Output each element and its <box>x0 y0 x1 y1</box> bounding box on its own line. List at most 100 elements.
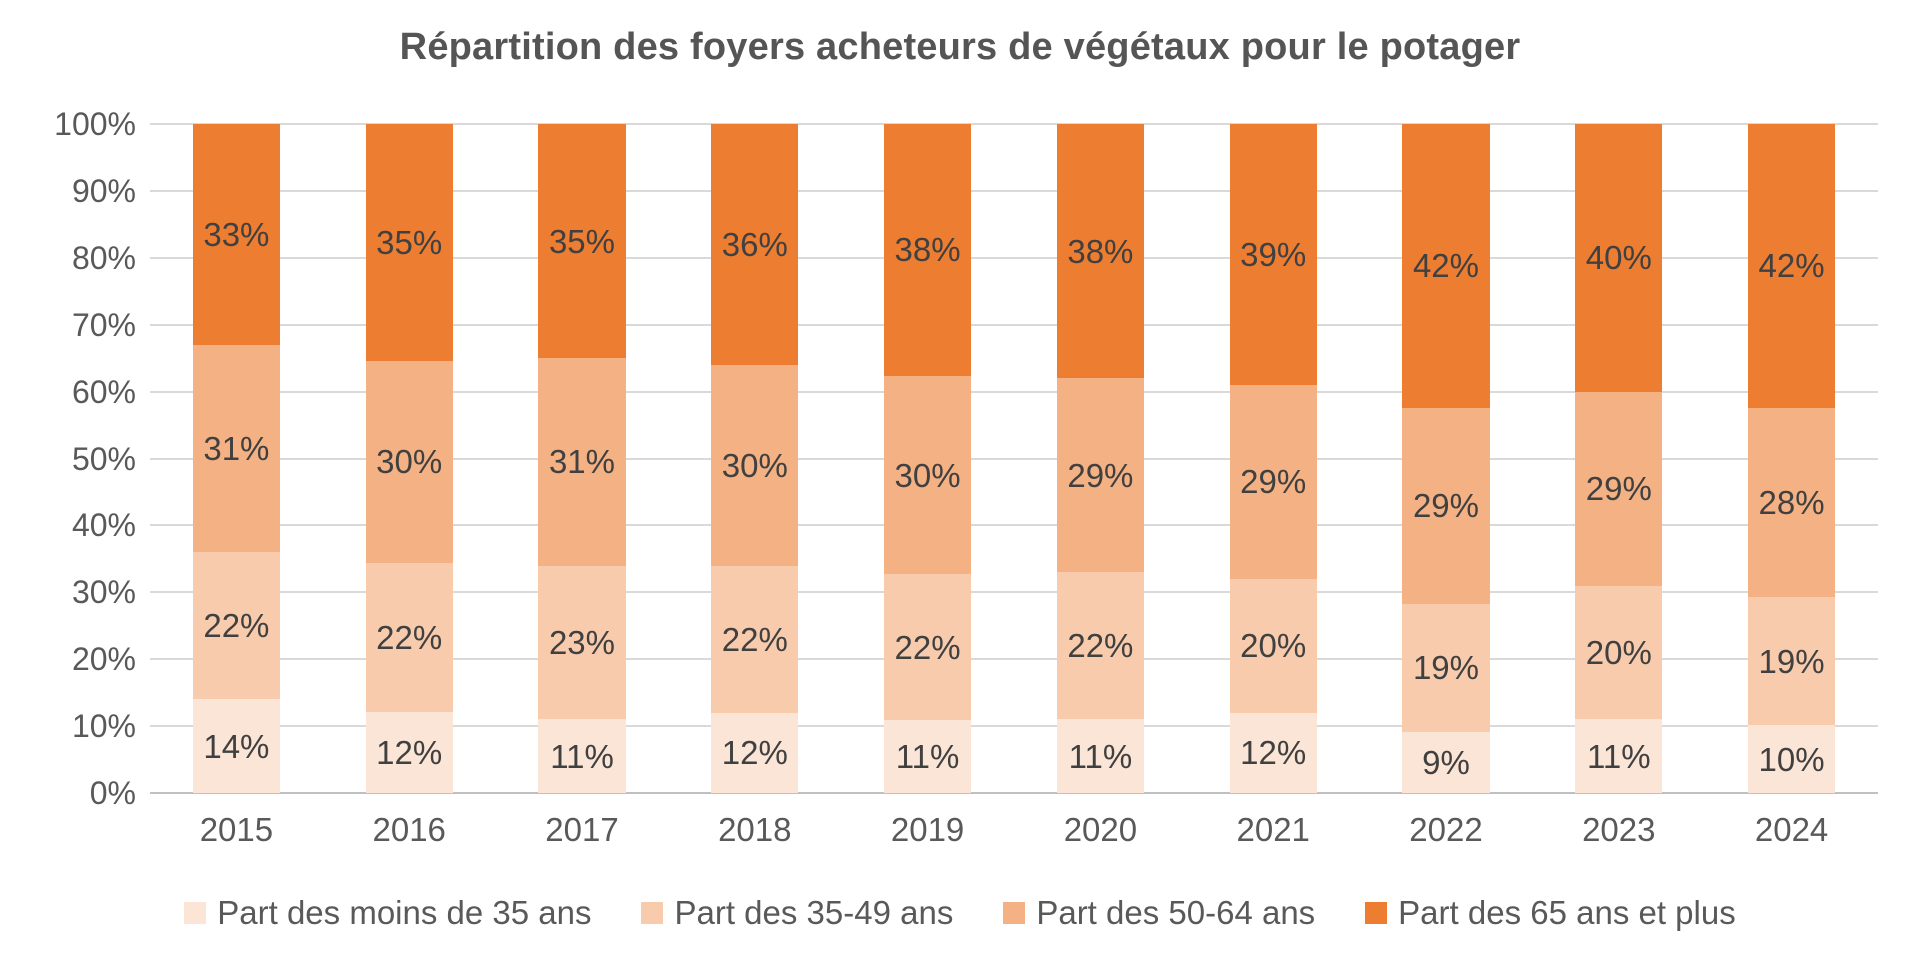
bar-segment-2023-part-des-50-64-ans: 29% <box>1575 391 1663 586</box>
bar-2019: 11% 22% 30% 38% <box>884 124 972 793</box>
data-label: 11% <box>1586 737 1651 775</box>
bar-segment-2016-part-des-65-ans-et-plus: 35% <box>365 124 453 361</box>
data-label: 30% <box>894 456 961 494</box>
gridline-80 <box>150 256 1878 259</box>
bar-2022: 9% 19% 29% 42% <box>1402 124 1490 793</box>
bar-segment-2021-part-des-35-49-ans: 20% <box>1229 578 1317 713</box>
data-label: 31% <box>548 443 616 481</box>
legend-label: Part des 50-64 ans <box>1036 894 1316 931</box>
data-label: 12% <box>376 733 443 771</box>
bar-segment-2022-part-des-moins-de-35-ans: 9% <box>1402 732 1490 793</box>
y-tick-label-40: 40% <box>71 507 136 544</box>
bar-segment-2017-part-des-moins-de-35-ans: 11% <box>538 719 626 793</box>
bar-segment-2019-part-des-65-ans-et-plus: 38% <box>884 124 972 376</box>
gridline-10 <box>150 725 1878 728</box>
gridline-40 <box>150 524 1878 527</box>
legend-item-part-des-50-64-ans: Part des 50-64 ans <box>1003 896 1315 929</box>
bar-segment-2016-part-des-50-64-ans: 30% <box>365 360 453 564</box>
bar-segment-2024-part-des-moins-de-35-ans: 10% <box>1748 725 1836 793</box>
y-tick-label-70: 70% <box>71 306 136 343</box>
bar-segment-2019-part-des-50-64-ans: 30% <box>884 375 972 575</box>
data-label: 23% <box>548 623 616 661</box>
data-label: 11% <box>895 738 960 776</box>
y-tick-label-60: 60% <box>71 373 136 410</box>
bar-segment-2021-part-des-65-ans-et-plus: 39% <box>1229 124 1317 385</box>
gridline-70 <box>150 323 1878 326</box>
data-label: 20% <box>1585 634 1652 672</box>
data-label: 9% <box>1422 744 1470 782</box>
y-tick-label-90: 90% <box>71 172 136 209</box>
bar-segment-2020-part-des-35-49-ans: 22% <box>1056 572 1144 720</box>
data-label: 29% <box>1585 470 1652 508</box>
data-label: 33% <box>203 215 270 253</box>
bar-2024: 10% 19% 28% 42% <box>1748 124 1836 793</box>
bar-segment-2018-part-des-moins-de-35-ans: 12% <box>711 712 799 793</box>
y-tick-label-10: 10% <box>71 708 136 745</box>
legend-item-part-des-65-ans-et-plus: Part des 65 ans et plus <box>1365 896 1736 929</box>
bar-segment-2015-part-des-50-64-ans: 31% <box>192 344 280 553</box>
data-label: 35% <box>548 222 616 260</box>
bar-segment-2019-part-des-35-49-ans: 22% <box>884 574 972 721</box>
bar-segment-2021-part-des-moins-de-35-ans: 12% <box>1229 712 1317 793</box>
bar-segment-2023-part-des-35-49-ans: 20% <box>1575 585 1663 720</box>
data-label: 39% <box>1240 235 1307 273</box>
x-tick-label-2021: 2021 <box>1236 811 1310 848</box>
bar-segment-2022-part-des-65-ans-et-plus: 42% <box>1402 124 1490 408</box>
x-tick-label-2015: 2015 <box>199 811 274 848</box>
bar-2020: 11% 22% 29% 38% <box>1056 124 1144 793</box>
bar-segment-2017-part-des-65-ans-et-plus: 35% <box>538 124 626 359</box>
data-label: 14% <box>203 727 270 765</box>
x-tick-label-2022: 2022 <box>1409 811 1483 848</box>
bar-segment-2019-part-des-moins-de-35-ans: 11% <box>884 720 972 793</box>
data-label: 28% <box>1758 483 1825 521</box>
legend-swatch-icon <box>1003 901 1026 924</box>
data-label: 31% <box>203 429 270 467</box>
gridline-30 <box>150 591 1878 594</box>
legend-swatch-icon <box>641 901 664 924</box>
legend-label: Part des 35-49 ans <box>674 894 954 931</box>
legend-item-part-des-moins-de-35-ans: Part des moins de 35 ans <box>184 896 591 929</box>
data-label: 42% <box>1758 247 1825 285</box>
bar-segment-2015-part-des-35-49-ans: 22% <box>192 552 280 700</box>
bar-2016: 12% 22% 30% 35% <box>365 124 453 793</box>
y-axis-tick-labels: 0% 10% 20% 30% 40% 50% 60% 70% 80% 90% 100% <box>0 108 136 809</box>
data-label: 29% <box>1240 463 1307 501</box>
data-label: 22% <box>376 619 443 657</box>
data-label: 20% <box>1240 627 1307 665</box>
data-label: 19% <box>1758 642 1825 680</box>
bar-segment-2020-part-des-moins-de-35-ans: 11% <box>1056 719 1144 793</box>
bar-segment-2017-part-des-35-49-ans: 23% <box>538 565 626 720</box>
x-tick-label-2019: 2019 <box>890 811 965 848</box>
chart-title: Répartition des foyers acheteurs de végé… <box>399 26 1521 68</box>
bar-segment-2018-part-des-35-49-ans: 22% <box>711 565 799 713</box>
data-label: 30% <box>721 446 788 484</box>
data-label: 12% <box>721 734 788 772</box>
bar-2018: 12% 22% 30% 36% <box>711 124 799 793</box>
x-tick-label-2017: 2017 <box>545 811 619 848</box>
data-label: 22% <box>203 607 270 645</box>
y-tick-label-20: 20% <box>71 641 136 678</box>
bar-segment-2015-part-des-moins-de-35-ans: 14% <box>192 699 280 793</box>
bar-segment-2021-part-des-50-64-ans: 29% <box>1229 384 1317 579</box>
data-label: 42% <box>1412 247 1480 285</box>
x-tick-label-2018: 2018 <box>718 811 792 848</box>
data-label: 19% <box>1412 649 1480 687</box>
y-tick-label-0: 0% <box>89 775 136 811</box>
plot-area: 14% 22% 31% 33% 12% 22% 30% 35% 11% 23% 31% 35% 12% 2… <box>150 123 1878 794</box>
gridline-90 <box>150 189 1878 192</box>
legend-swatch-icon <box>184 901 207 924</box>
data-label: 12% <box>1240 734 1307 772</box>
data-label: 22% <box>894 628 961 666</box>
legend-item-part-des-35-49-ans: Part des 35-49 ans <box>641 896 953 929</box>
legend-swatch-icon <box>1365 901 1388 924</box>
bar-segment-2024-part-des-50-64-ans: 28% <box>1748 407 1836 598</box>
x-axis-tick-labels: 2015 2016 2017 2018 2019 2020 2021 2022 2023 2024 <box>150 811 1878 852</box>
data-label: 29% <box>1067 456 1134 494</box>
bar-segment-2016-part-des-moins-de-35-ans: 12% <box>365 711 453 793</box>
y-tick-label-100: 100% <box>54 106 136 142</box>
data-label: 22% <box>1067 627 1134 665</box>
bar-segment-2016-part-des-35-49-ans: 22% <box>365 563 453 712</box>
data-label: 36% <box>721 225 788 263</box>
gridline-50 <box>150 457 1878 460</box>
